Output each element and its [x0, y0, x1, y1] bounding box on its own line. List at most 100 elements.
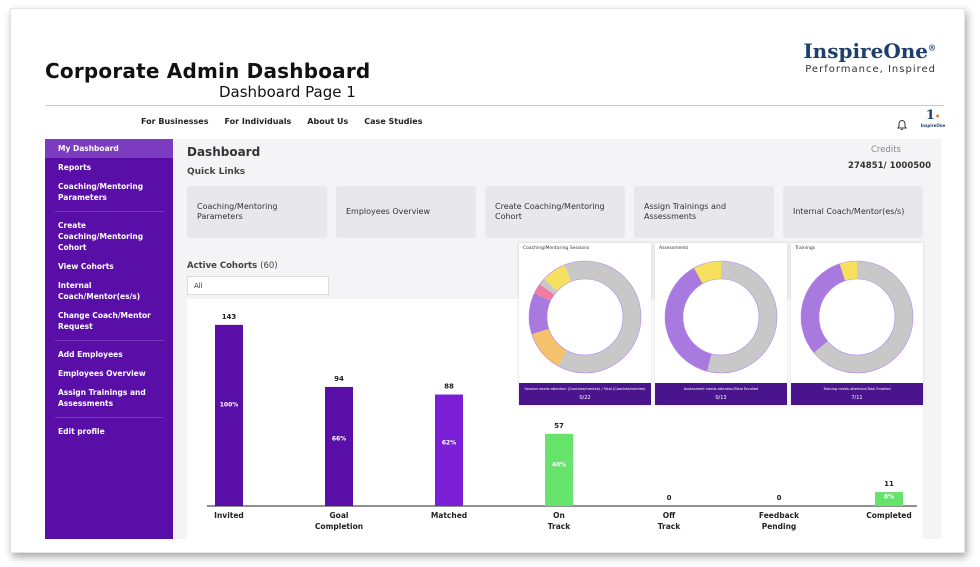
bar-value-label: 11: [884, 480, 894, 488]
bar-percent-label: 40%: [552, 461, 566, 468]
donut-slice: [564, 261, 586, 282]
mini-logo-text: InspireOne: [920, 123, 946, 128]
bell-icon[interactable]: [896, 119, 908, 131]
quick-link-internal-coach[interactable]: Internal Coach/Mentor(es/s): [783, 186, 923, 238]
category-label: Feedback: [759, 511, 800, 520]
sidebar: My Dashboard Reports Coaching/Mentoring …: [45, 139, 173, 539]
category-label: Invited: [214, 511, 244, 520]
donut-outline: [528, 260, 642, 374]
donut-slice: [665, 267, 712, 372]
category-label: Off: [663, 511, 676, 520]
category-label: Completed: [866, 511, 912, 520]
donut-footer-assessments: Assessment needs attention/Total Enrolle…: [655, 383, 787, 405]
registered-mark: ®: [928, 42, 936, 53]
quick-link-employees-overview[interactable]: Employees Overview: [336, 186, 476, 238]
donut-card-assessments: Assessments Assessment needs attention/T…: [655, 243, 787, 405]
nav-for-individuals[interactable]: For Individuals: [224, 117, 292, 126]
category-label: Pending: [762, 522, 797, 531]
sidebar-item-employees-overview[interactable]: Employees Overview: [58, 369, 146, 378]
category-label: Track: [658, 522, 681, 531]
sidebar-item-my-dashboard[interactable]: My Dashboard: [45, 139, 173, 158]
donut-footer-value: 0/22: [579, 395, 591, 401]
quick-link-coaching-parameters[interactable]: Coaching/Mentoring Parameters: [187, 186, 327, 238]
donut-slice: [839, 261, 858, 281]
sidebar-item-coaching-parameters[interactable]: Coaching/Mentoring Parameters: [58, 182, 144, 202]
sidebar-divider: [55, 211, 163, 212]
app-window: My Dashboard Reports Coaching/Mentoring …: [45, 139, 941, 539]
credits-label: Credits: [871, 145, 901, 155]
donut-footer-note: Session needs attention (Coachee/mentee)…: [524, 387, 646, 391]
sidebar-item-create-cohort[interactable]: Create Coaching/Mentoring Cohort: [58, 221, 144, 252]
page-subtitle: Dashboard Page 1: [219, 83, 356, 101]
donut-slice: [707, 261, 777, 373]
bar-value-label: 57: [554, 422, 564, 430]
brand-name: InspireOne: [803, 39, 928, 63]
donut-slice: [531, 328, 568, 367]
sidebar-divider: [55, 340, 163, 341]
nav-for-businesses[interactable]: For Businesses: [141, 117, 209, 126]
sidebar-item-view-cohorts[interactable]: View Cohorts: [58, 262, 114, 271]
donut-footer-sessions: Session needs attention (Coachee/mentee)…: [519, 383, 651, 405]
donut-slice: [534, 284, 555, 302]
donut-card-sessions: Coaching/Mentoring Sessions Session need…: [519, 243, 651, 405]
donut-footer-note: Training needs attention/Total Enrolled: [823, 387, 891, 391]
sidebar-item-reports[interactable]: Reports: [58, 163, 92, 172]
dashboard-title: Dashboard: [187, 145, 261, 159]
bar-chart-svg: 143 100% Invited 94 66% Goal Completion 88 62% Ma…: [207, 313, 917, 531]
donut-slice: [529, 293, 551, 335]
active-cohorts-label: Active Cohorts: [187, 261, 258, 271]
donut-chart-assessments: [664, 260, 778, 374]
sidebar-item-add-employees[interactable]: Add Employees: [58, 350, 123, 359]
donut-title-trainings: Trainings: [795, 246, 816, 251]
bar-value-label: 0: [667, 494, 672, 502]
bar: [435, 394, 463, 506]
brand-tagline: Performance, Inspired: [805, 64, 936, 75]
brand-logo: InspireOne® Performance, Inspired: [803, 39, 936, 75]
bar: [875, 492, 903, 506]
donut-inner-outline: [818, 278, 896, 356]
bar-percent-label: 8%: [884, 493, 894, 500]
quick-links-title: Quick Links: [187, 167, 246, 177]
donut-chart-trainings: [800, 260, 914, 374]
donut-slice: [539, 278, 558, 295]
category-label: Completion: [315, 522, 363, 531]
quick-link-create-cohort[interactable]: Create Coaching/Mentoring Cohort: [485, 186, 625, 238]
donut-slice: [558, 261, 641, 373]
donut-title-assessments: Assessments: [659, 246, 689, 251]
page-title: Corporate Admin Dashboard: [45, 59, 371, 83]
sidebar-item-change-coach-request[interactable]: Change Coach/Mentor Request: [58, 311, 151, 331]
nav-about-us[interactable]: About Us: [307, 117, 349, 126]
donut-inner-outline: [682, 278, 760, 356]
donut-outline: [664, 260, 778, 374]
category-label: Matched: [431, 511, 467, 520]
donut-outline: [800, 260, 914, 374]
title-divider: [45, 105, 944, 106]
donut-card-trainings: Trainings Training needs attention/Total…: [791, 243, 923, 405]
sidebar-item-assign-trainings[interactable]: Assign Trainings and Assessments: [58, 388, 146, 408]
donut-inner-outline: [546, 278, 624, 356]
donut-footer-value: 0/13: [715, 395, 727, 401]
donut-chart-sessions: [528, 260, 642, 374]
bar-percent-label: 66%: [332, 436, 346, 443]
donut-slice: [801, 263, 846, 353]
bar-percent-label: 62%: [442, 440, 456, 447]
active-cohorts-title: Active Cohorts (60): [187, 261, 278, 271]
bar: [325, 386, 353, 506]
credits-value: 274851/ 1000500: [848, 161, 931, 171]
bar-value-label: 94: [334, 375, 344, 383]
sidebar-item-edit-profile[interactable]: Edit profile: [58, 427, 105, 436]
bar-value-label: 143: [222, 313, 237, 321]
mini-logo-numeral: 1: [925, 108, 935, 123]
donut-footer-trainings: Training needs attention/Total Enrolled …: [791, 383, 923, 405]
active-cohorts-count: (60): [260, 261, 278, 271]
donut-slice: [694, 261, 722, 284]
donut-slice: [544, 264, 572, 292]
quick-link-assign-trainings[interactable]: Assign Trainings and Assessments: [634, 186, 774, 238]
slide: Corporate Admin Dashboard Dashboard Page…: [10, 8, 965, 553]
cohort-filter-select[interactable]: All: [187, 276, 329, 295]
bar: [215, 324, 243, 506]
main-content: Dashboard Quick Links Credits 274851/ 10…: [173, 139, 941, 539]
nav-case-studies[interactable]: Case Studies: [364, 117, 423, 126]
donut-title-sessions: Coaching/Mentoring Sessions: [523, 246, 590, 251]
sidebar-item-internal-coach[interactable]: Internal Coach/Mentor(es/s): [58, 281, 141, 301]
